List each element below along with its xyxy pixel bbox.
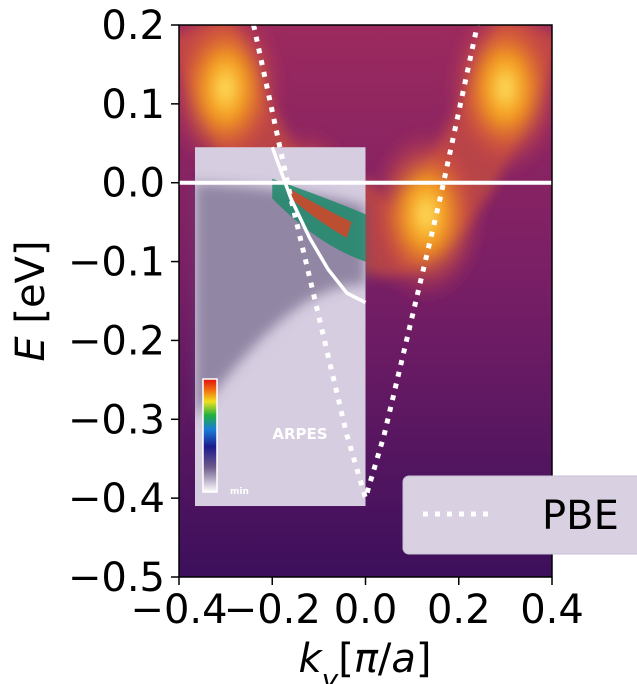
intensity-core-3 bbox=[400, 168, 453, 261]
y-tick-label: −0.4 bbox=[68, 476, 165, 522]
y-tick-label: 0.1 bbox=[101, 82, 165, 128]
x-tick-label: 0.2 bbox=[427, 587, 491, 633]
y-axis-ticks: 0.2 0.1 0.0 −0.1 −0.2 −0.3 −0.4 −0.5 bbox=[68, 3, 179, 601]
arpes-spectral-weight bbox=[195, 182, 366, 420]
intensity-core-0 bbox=[199, 42, 252, 135]
arpes-inset-label: ARPES bbox=[272, 425, 327, 443]
y-tick-label: 0.2 bbox=[101, 3, 165, 49]
legend-pbe-label: PBE bbox=[542, 493, 619, 539]
plot-area: ARPES min bbox=[179, 25, 552, 577]
x-tick-label: −0.2 bbox=[224, 587, 321, 633]
y-tick-label: −0.5 bbox=[68, 555, 165, 601]
x-tick-label: −0.4 bbox=[130, 587, 227, 633]
arpes-band-red bbox=[286, 186, 352, 238]
y-tick-label: −0.3 bbox=[68, 397, 165, 443]
y-axis-label: E [eV] bbox=[8, 240, 54, 361]
legend-box bbox=[402, 475, 637, 555]
fitted-band-line bbox=[270, 146, 367, 305]
arpes-colorbar-min-label: min bbox=[230, 487, 249, 497]
legend: PBE bbox=[402, 475, 637, 555]
x-tick-label: 0.0 bbox=[334, 587, 398, 633]
x-tick-label: 0.4 bbox=[520, 587, 584, 633]
pbe-band-line bbox=[251, 25, 480, 507]
y-tick-label: −0.1 bbox=[68, 240, 165, 286]
y-tick-label: 0.0 bbox=[101, 161, 165, 207]
intensity-core-1 bbox=[479, 42, 532, 135]
y-tick-label: −0.2 bbox=[68, 318, 165, 364]
x-axis-ticks: −0.4−0.2 0.0 0.2 0.4 bbox=[130, 577, 584, 633]
arpes-inset: ARPES min bbox=[195, 147, 366, 507]
arpes-colorbar bbox=[202, 378, 218, 493]
x-axis-label: ky[π/a] bbox=[298, 636, 431, 684]
